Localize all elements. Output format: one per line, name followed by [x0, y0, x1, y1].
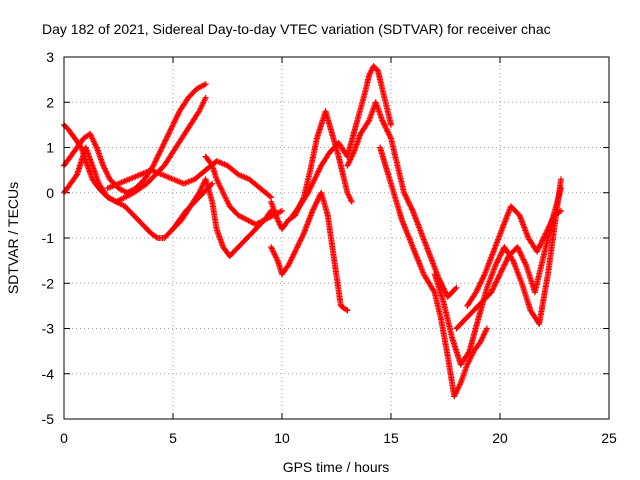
data-point [442, 288, 448, 295]
x-tick-label: 15 [383, 430, 399, 446]
y-tick-label: 2 [46, 94, 54, 110]
data-point [153, 234, 160, 241]
y-tick-label: 1 [46, 140, 54, 156]
data-point [202, 94, 209, 101]
data-series [344, 99, 460, 300]
data-point [348, 198, 355, 205]
data-point [558, 207, 564, 214]
plot-frame [63, 56, 610, 420]
x-tick-label: 10 [274, 430, 290, 446]
data-point [453, 284, 460, 291]
data-point [279, 207, 285, 214]
chart-title: Day 182 of 2021, Sidereal Day-to-day VTE… [42, 21, 551, 37]
y-tick-label: -2 [42, 275, 55, 291]
data-point [558, 176, 564, 183]
data-series [268, 189, 351, 314]
data-series [202, 153, 285, 228]
data-point [343, 306, 350, 313]
data-markers [61, 63, 564, 400]
data-point [266, 193, 273, 200]
data-point [522, 260, 529, 267]
x-axis-label: GPS time / hours [283, 459, 390, 475]
data-series [453, 185, 564, 332]
data-point [514, 244, 521, 251]
data-point [388, 121, 394, 128]
data-point [209, 180, 216, 187]
y-tick-label: -1 [42, 230, 55, 246]
data-point [344, 307, 351, 314]
data-series [431, 176, 564, 368]
y-tick-label: 0 [46, 185, 54, 201]
y-axis-label: SDTVAR / TECUs [5, 182, 21, 294]
data-point [492, 280, 499, 287]
y-tick-label: -4 [42, 366, 55, 382]
y-tick-label: 3 [46, 49, 54, 65]
y-tick-label: -5 [42, 411, 55, 427]
data-point [483, 325, 490, 332]
data-series [289, 63, 394, 219]
data-point [379, 117, 386, 124]
data-series [377, 144, 490, 400]
data-point [556, 208, 563, 215]
data-series [464, 203, 564, 309]
data-point [452, 285, 459, 292]
x-tick-label: 25 [601, 430, 617, 446]
data-point [558, 185, 564, 192]
data-point [387, 134, 394, 141]
data-point [154, 154, 161, 161]
y-tick-label: -3 [42, 321, 55, 337]
data-point [202, 81, 209, 88]
y-tick-labels: 3 2 1 0 -1 -2 -3 -4 -5 [42, 49, 55, 427]
x-tick-label: 5 [169, 430, 177, 446]
x-tick-label: 20 [492, 430, 508, 446]
data-point [401, 189, 408, 196]
x-tick-labels: 0 5 10 15 20 25 [60, 430, 617, 446]
data-series [61, 81, 209, 196]
x-tick-label: 0 [60, 430, 68, 446]
